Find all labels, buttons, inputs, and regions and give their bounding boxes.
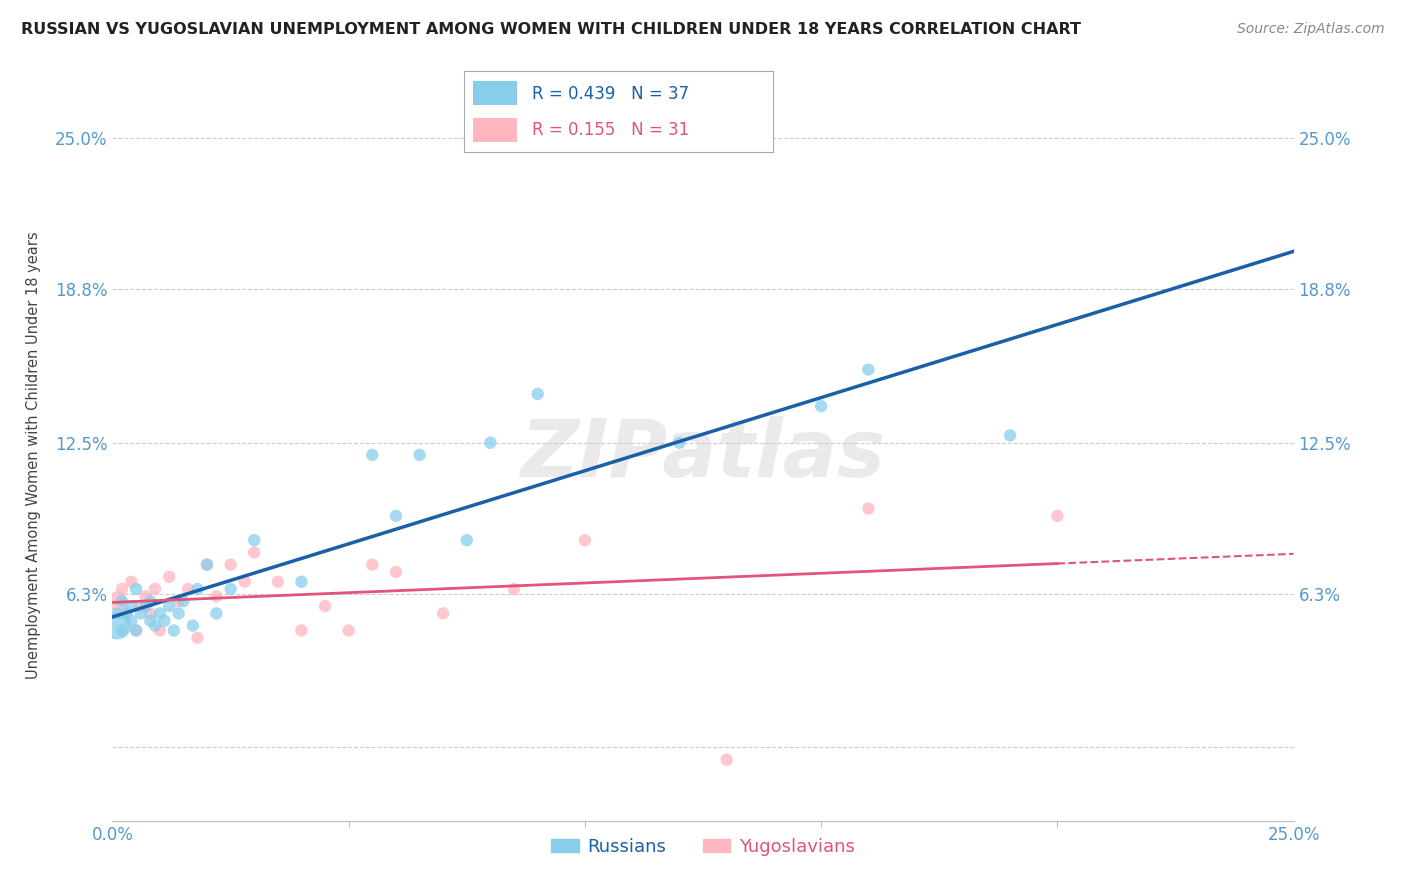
Point <box>195 558 218 572</box>
Point <box>233 574 256 589</box>
Point <box>290 624 312 638</box>
Point <box>135 599 157 613</box>
Point <box>716 753 738 767</box>
Point <box>125 624 148 638</box>
Point <box>157 570 180 584</box>
Point <box>115 607 138 621</box>
Point <box>139 594 162 608</box>
Point <box>290 574 312 589</box>
Bar <box>474 118 516 142</box>
Point <box>129 599 152 613</box>
Point <box>120 599 142 613</box>
Point <box>526 387 548 401</box>
Point <box>361 558 384 572</box>
Point <box>668 435 690 450</box>
Point <box>186 582 208 596</box>
Point <box>195 558 218 572</box>
Text: ZIPatlas: ZIPatlas <box>520 416 886 494</box>
Bar <box>474 81 516 105</box>
Point <box>167 594 190 608</box>
Point <box>858 501 880 516</box>
Point <box>115 607 138 621</box>
Point <box>479 435 502 450</box>
Point <box>574 533 596 548</box>
Text: Source: ZipAtlas.com: Source: ZipAtlas.com <box>1237 22 1385 37</box>
Point <box>456 533 478 548</box>
Point <box>157 599 180 613</box>
Point <box>167 607 190 621</box>
Point <box>432 607 454 621</box>
Point <box>810 399 832 413</box>
Point <box>111 624 134 638</box>
Point <box>139 607 162 621</box>
Point <box>314 599 336 613</box>
Point <box>205 590 228 604</box>
Text: R = 0.439   N = 37: R = 0.439 N = 37 <box>531 85 689 103</box>
Point <box>361 448 384 462</box>
Point <box>111 594 134 608</box>
Point <box>105 618 128 632</box>
Point <box>186 631 208 645</box>
Point <box>143 618 166 632</box>
Point <box>105 607 128 621</box>
Point <box>177 582 200 596</box>
Point <box>267 574 290 589</box>
Point <box>120 614 142 628</box>
Point <box>181 618 204 632</box>
Point <box>858 362 880 376</box>
Point <box>503 582 526 596</box>
Point <box>120 574 142 589</box>
Point <box>125 624 148 638</box>
Y-axis label: Unemployment Among Women with Children Under 18 years: Unemployment Among Women with Children U… <box>27 231 41 679</box>
Point <box>105 594 128 608</box>
Point <box>139 614 162 628</box>
Point <box>149 607 172 621</box>
Point <box>998 428 1021 442</box>
Point <box>111 582 134 596</box>
Point <box>172 594 194 608</box>
Point <box>243 545 266 559</box>
Point <box>205 607 228 621</box>
Point <box>143 582 166 596</box>
Point <box>153 614 176 628</box>
Point <box>219 558 242 572</box>
Point <box>129 607 152 621</box>
Point <box>163 624 186 638</box>
Point <box>149 624 172 638</box>
Point <box>337 624 360 638</box>
Point <box>135 590 157 604</box>
Point <box>408 448 430 462</box>
Point <box>385 565 408 579</box>
Point <box>243 533 266 548</box>
Legend: Russians, Yugoslavians: Russians, Yugoslavians <box>544 830 862 863</box>
Point <box>1046 508 1069 523</box>
Point <box>385 508 408 523</box>
Text: R = 0.155   N = 31: R = 0.155 N = 31 <box>531 121 689 139</box>
Point <box>219 582 242 596</box>
Text: RUSSIAN VS YUGOSLAVIAN UNEMPLOYMENT AMONG WOMEN WITH CHILDREN UNDER 18 YEARS COR: RUSSIAN VS YUGOSLAVIAN UNEMPLOYMENT AMON… <box>21 22 1081 37</box>
Point <box>125 582 148 596</box>
